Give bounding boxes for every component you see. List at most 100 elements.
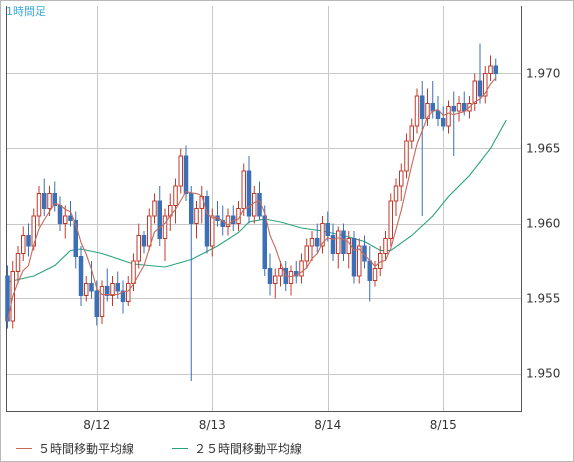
candle-31: [168, 193, 173, 231]
candle-30: [162, 208, 168, 261]
candle-body-21: [115, 283, 120, 292]
candle-33: [178, 148, 183, 194]
candle-3: [21, 226, 26, 261]
candle-body-65: [346, 238, 351, 254]
candle-49: [262, 205, 267, 276]
legend-ma5-label: ５時間移動平均線: [38, 442, 135, 456]
candle-12: [68, 201, 73, 227]
candle-52: [278, 261, 283, 287]
candle-25: [136, 223, 141, 269]
grid: [6, 6, 521, 411]
candle-32: [173, 178, 178, 224]
candle-body-33: [178, 155, 183, 187]
candle-92: [488, 55, 493, 81]
candle-64: [341, 223, 346, 261]
candle-36: [194, 201, 199, 239]
candle-0: [5, 265, 10, 329]
candle-77: [409, 118, 414, 149]
candle-42: [225, 208, 231, 236]
candle-body-46: [246, 170, 252, 217]
candle-body-2: [15, 253, 21, 272]
candle-66: [351, 231, 357, 284]
candle-38: [204, 190, 210, 254]
candle-47: [252, 186, 257, 224]
candle-59: [315, 223, 320, 254]
x-tick-label-1: 8/13: [199, 418, 226, 432]
candle-body-20: [110, 283, 115, 296]
candle-body-23: [126, 283, 131, 302]
candle-51: [273, 268, 278, 299]
candle-75: [399, 163, 404, 201]
candle-body-86: [456, 103, 462, 112]
candle-46: [246, 156, 252, 224]
candle-body-22: [120, 290, 126, 302]
candle-body-16: [89, 283, 94, 292]
candle-74: [393, 178, 399, 216]
candle-90: [477, 43, 483, 104]
candle-body-29: [157, 200, 162, 239]
candle-7: [42, 178, 47, 216]
candle-body-10: [57, 205, 63, 224]
y-tick-label-3: 1.965: [526, 142, 560, 156]
candle-63: [336, 226, 341, 269]
candle-body-91: [483, 73, 488, 97]
candle-11: [63, 205, 68, 239]
candle-79: [420, 81, 425, 216]
legend-ma25-swatch: [172, 448, 188, 449]
ma5-line-group: [6, 77, 497, 322]
candle-45: [241, 163, 246, 216]
candle-body-61: [325, 223, 330, 236]
candle-body-58: [309, 238, 315, 247]
candle-13: [73, 211, 78, 269]
candle-body-83: [441, 118, 446, 127]
candle-16: [89, 261, 94, 299]
candle-body-9: [52, 193, 57, 206]
candle-60: [320, 216, 325, 254]
candle-body-57: [304, 245, 309, 262]
candle-62: [330, 223, 336, 261]
y-tick-label-4: 1.970: [526, 67, 560, 81]
candle-body-56: [299, 260, 304, 277]
candle-body-7: [42, 193, 47, 209]
candle-body-49: [262, 215, 267, 269]
candle-26: [141, 231, 147, 254]
candle-2: [15, 246, 21, 284]
candle-body-82: [435, 110, 441, 119]
candle-body-66: [351, 238, 357, 277]
candle-69: [367, 246, 372, 302]
candle-43: [231, 205, 236, 231]
candle-body-14: [78, 256, 84, 296]
ma5-line: [6, 77, 497, 322]
candle-73: [388, 193, 393, 246]
candle-14: [78, 246, 84, 306]
candle-54: [288, 265, 294, 296]
candle-body-13: [73, 220, 78, 257]
candle-82: [435, 96, 441, 126]
candle-93: [493, 58, 498, 81]
y-tick-label-0: 1.950: [526, 367, 560, 381]
candle-body-39: [210, 215, 215, 247]
candle-body-93: [493, 65, 498, 74]
candle-body-64: [341, 230, 346, 254]
candle-40: [215, 201, 220, 227]
candle-55: [294, 261, 299, 284]
candle-19: [105, 268, 110, 302]
candle-body-26: [141, 235, 147, 247]
candle-50: [267, 253, 273, 296]
candle-85: [451, 91, 456, 156]
candle-body-38: [204, 196, 210, 247]
candle-body-81: [430, 103, 435, 112]
candle-body-24: [131, 260, 136, 284]
candle-27: [147, 208, 152, 251]
candle-39: [210, 208, 215, 257]
x-tick-label-2: 8/14: [314, 418, 341, 432]
candle-70: [372, 261, 378, 287]
candle-body-50: [267, 268, 273, 284]
candle-body-75: [399, 170, 404, 187]
candle-body-84: [446, 106, 451, 127]
candle-body-19: [105, 286, 110, 296]
candle-body-17: [94, 290, 99, 317]
candle-6: [36, 186, 42, 227]
